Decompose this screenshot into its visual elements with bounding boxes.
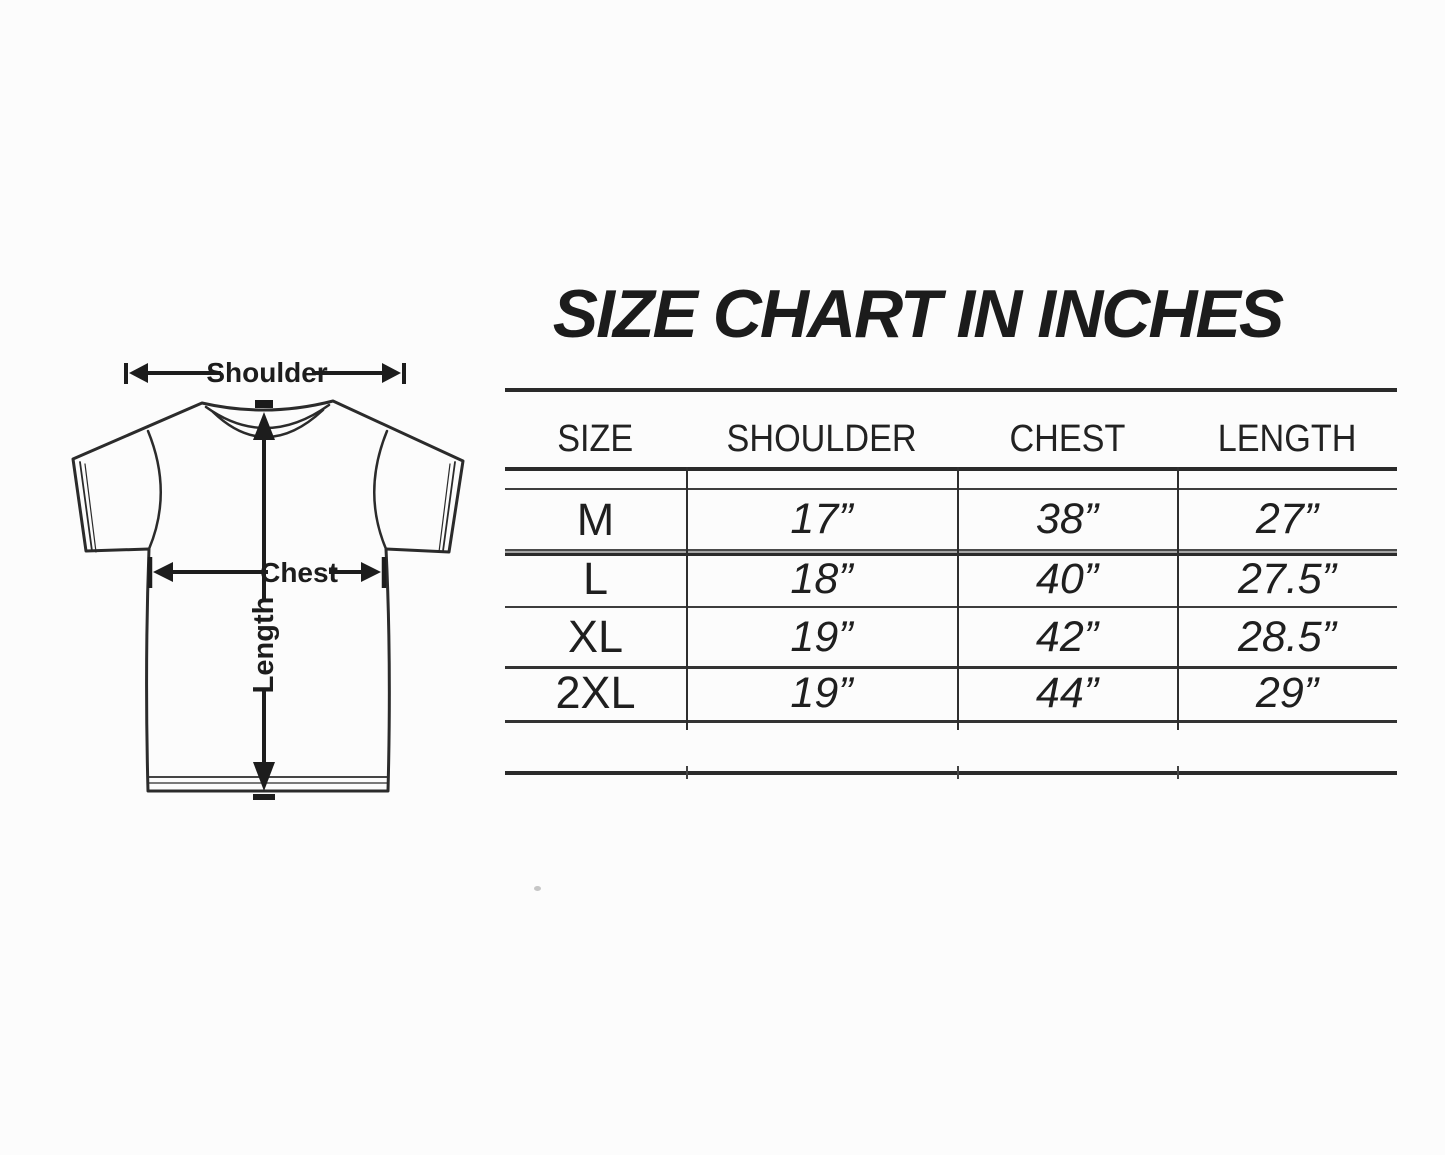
length-arrowhead-top <box>253 412 275 440</box>
chest-measure-arrow: Chest <box>147 557 387 588</box>
header-chest-label: CHEST <box>1009 418 1125 460</box>
tshirt-silhouette <box>71 399 465 793</box>
table-divider-3 <box>1177 467 1179 730</box>
table-header-row: SIZE SHOULDER CHEST LENGTH <box>505 390 1397 465</box>
chest-value-cell: 40” <box>1035 554 1099 603</box>
header-length-label: LENGTH <box>1217 418 1357 460</box>
length-value-cell: 27” <box>1255 495 1319 543</box>
table-rule-top <box>505 388 1397 392</box>
table-rule-below-2xl <box>505 720 1397 723</box>
length-measure-arrow: Length <box>248 412 280 800</box>
shoulder-value-cell: 19” <box>790 612 853 661</box>
length-end-bar <box>253 794 275 800</box>
right-armhole-seam <box>373 429 389 551</box>
table-rule-below-m <box>505 549 1397 556</box>
header-cell-size: SIZE <box>505 390 686 465</box>
scan-speck <box>534 886 541 891</box>
chest-value-cell: 44” <box>1035 668 1099 717</box>
shoulder-value-cell: 17” <box>790 495 853 543</box>
header-shoulder-label: SHOULDER <box>726 418 917 460</box>
table-rule-under-header <box>505 467 1397 471</box>
chest-label: Chest <box>260 557 338 588</box>
page-title: SIZE CHART IN INCHES <box>552 276 1284 352</box>
shoulder-value-cell: 19” <box>790 668 853 717</box>
shoulder-measure-arrow: Shoulder <box>124 357 406 388</box>
chest-value-cell: 38” <box>1035 495 1099 543</box>
table-row-2xl: 2XL 19” 44” 29” <box>505 666 1397 720</box>
table-row-xl: XL 19” 42” 28.5” <box>505 608 1397 666</box>
chest-value-cell: 42” <box>1035 612 1099 661</box>
table-divider-tick-2 <box>957 766 959 779</box>
table-rule-below-xl <box>505 666 1397 669</box>
table-divider-tick-3 <box>1177 766 1179 779</box>
tshirt-outline <box>71 399 465 793</box>
table-row-l: L 18” 40” 27.5” <box>505 552 1397 606</box>
chest-arrowhead-right <box>361 562 381 582</box>
left-cuff-line-1 <box>79 461 93 552</box>
size-cell: L <box>582 553 609 604</box>
right-cuff-line-2 <box>438 463 451 553</box>
length-value-cell: 27.5” <box>1237 554 1336 603</box>
shoulder-arrowhead-right <box>382 363 401 383</box>
table-rule-sub-header <box>505 488 1397 490</box>
size-cell: 2XL <box>555 667 636 718</box>
length-value-cell: 28.5” <box>1237 612 1336 661</box>
table-rule-below-l <box>505 606 1397 608</box>
length-value-cell: 29” <box>1255 668 1319 717</box>
chest-arrowhead-left <box>153 562 173 582</box>
length-arrowhead-bottom <box>253 762 275 791</box>
header-cell-length: LENGTH <box>1177 390 1397 465</box>
shoulder-value-cell: 18” <box>790 554 853 603</box>
shoulder-label: Shoulder <box>206 357 327 388</box>
size-cell: M <box>576 493 615 545</box>
table-divider-tick-1 <box>686 766 688 779</box>
collar-tab <box>255 400 273 408</box>
header-size-label: SIZE <box>557 418 634 460</box>
left-armhole-seam <box>146 429 162 551</box>
table-divider-2 <box>957 467 959 730</box>
header-cell-shoulder: SHOULDER <box>686 390 957 465</box>
table-divider-1 <box>686 467 688 730</box>
table-rule-bottom <box>505 771 1397 775</box>
shoulder-arrowhead-left <box>129 363 148 383</box>
length-label: Length <box>248 597 280 694</box>
header-cell-chest: CHEST <box>957 390 1177 465</box>
right-cuff-line-1 <box>442 461 456 552</box>
table-row-m: M 17” 38” 27” <box>505 490 1397 549</box>
size-cell: XL <box>567 611 624 662</box>
left-cuff-line-2 <box>84 463 97 553</box>
